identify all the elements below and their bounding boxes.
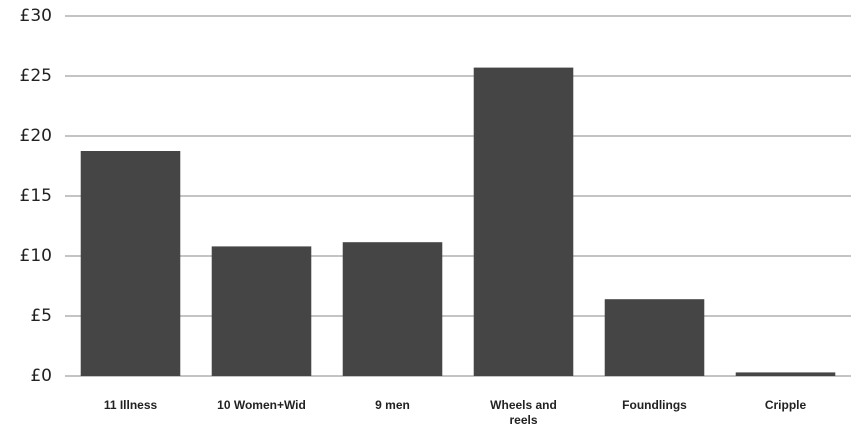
y-tick-label: £15 [20, 186, 52, 206]
bar [473, 67, 574, 376]
y-tick-label: £10 [20, 246, 52, 266]
y-tick-label: £5 [30, 306, 52, 326]
x-tick-label: 9 men [375, 398, 410, 412]
bar [80, 151, 181, 376]
x-tick-label: Foundlings [622, 398, 687, 412]
x-tick-label: 10 Women+Wid [217, 398, 306, 412]
bar [342, 242, 443, 376]
y-tick-label: £20 [20, 126, 52, 146]
x-tick-label: Wheels and reels [490, 398, 557, 427]
bar [604, 299, 705, 376]
x-tick-label: Cripple [764, 398, 807, 412]
bar [735, 372, 836, 376]
bar [211, 246, 312, 376]
x-tick-label: 11 Illness [103, 398, 158, 412]
y-tick-label: £30 [20, 6, 52, 26]
y-tick-label: £0 [30, 366, 52, 386]
y-tick-label: £25 [20, 66, 52, 86]
